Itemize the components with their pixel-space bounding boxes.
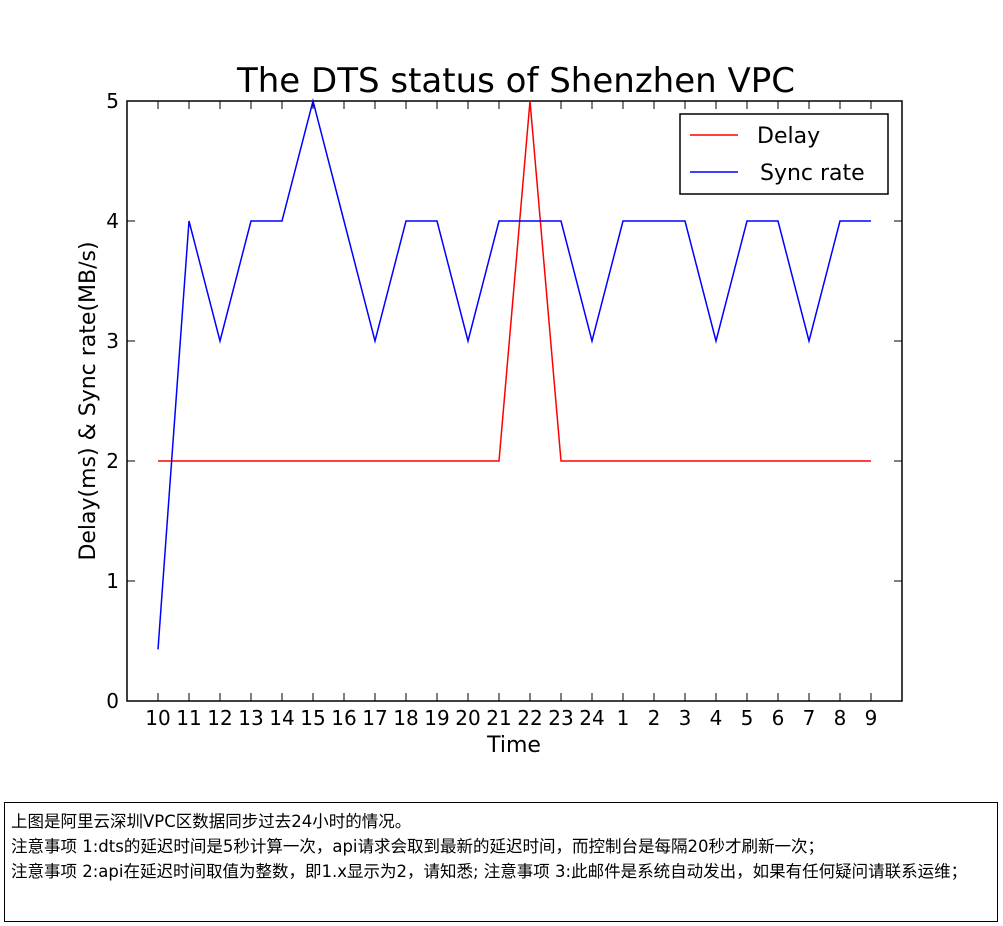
series-lines [157,98,871,650]
note-line-2: 注意事项 2:api在延迟时间取值为整数，即1.x显示为2，请知悉; 注意事项 … [11,862,968,881]
series-line-sync-rate [157,98,871,650]
x-tick-label: 24 [579,706,604,730]
y-axis-label: Delay(ms) & Sync rate(MB/s) [76,241,101,560]
y-tick-label: 5 [106,89,119,113]
x-tick-label: 1 [617,706,630,730]
x-tick-label: 21 [486,706,511,730]
x-tick-label: 12 [207,706,232,730]
x-tick-label: 23 [548,706,573,730]
note-line-1: 注意事项 1:dts的延迟时间是5秒计算一次，api请求会取到最新的延迟时间，而… [11,837,825,856]
x-tick-label: 5 [741,706,754,730]
notes-panel: 上图是阿里云深圳VPC区数据同步过去24小时的情况。 注意事项 1:dts的延迟… [4,802,998,922]
x-tick-label: 15 [300,706,325,730]
legend: Delay Sync rate [679,113,889,195]
x-tick-label: 19 [424,706,449,730]
x-tick-label: 16 [331,706,356,730]
legend-label-sync-rate: Sync rate [760,161,865,186]
x-tick-label: 17 [362,706,387,730]
x-tick-label: 4 [710,706,723,730]
y-axis-ticks: 0 1 2 3 4 5 [106,89,902,713]
x-tick-label: 3 [679,706,692,730]
x-axis-label: Time [486,733,541,758]
x-tick-label: 10 [145,706,170,730]
plot-area [126,100,903,702]
x-tick-label: 7 [803,706,816,730]
y-tick-label: 4 [106,209,119,233]
y-tick-label: 3 [106,329,119,353]
x-tick-label: 14 [269,706,294,730]
x-tick-label: 11 [176,706,201,730]
legend-label-delay: Delay [757,124,820,149]
x-tick-label: 18 [393,706,418,730]
x-tick-label: 2 [648,706,661,730]
x-tick-label: 20 [455,706,480,730]
y-tick-label: 2 [106,449,119,473]
note-line-summary: 上图是阿里云深圳VPC区数据同步过去24小时的情况。 [11,812,412,831]
x-tick-label: 9 [865,706,878,730]
x-tick-label: 22 [517,706,542,730]
legend-box [679,113,889,195]
y-tick-label: 1 [106,569,119,593]
series-line-delay [158,100,871,462]
x-tick-label: 6 [772,706,785,730]
chart-title: The DTS status of Shenzhen VPC [236,61,795,101]
y-tick-label: 0 [106,689,119,713]
x-axis-ticks: 10 11 12 13 14 15 16 17 18 19 20 21 22 23 24 1 2 3 4 5 6 7 8 9 [145,101,877,730]
x-tick-label: 8 [834,706,847,730]
x-tick-label: 13 [238,706,263,730]
